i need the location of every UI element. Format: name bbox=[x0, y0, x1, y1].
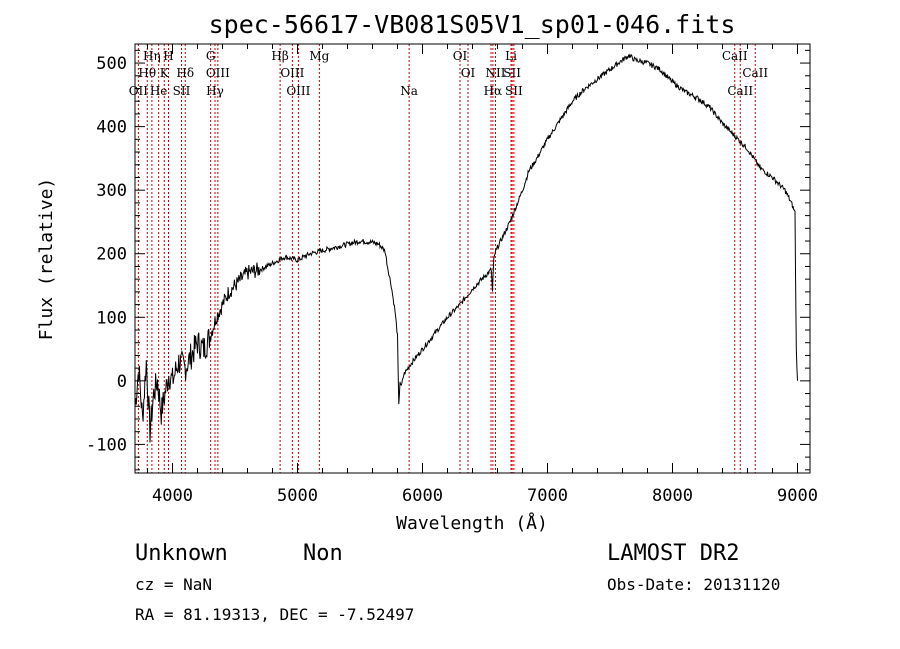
line-label: K bbox=[160, 66, 170, 80]
line-label: Hγ bbox=[206, 84, 224, 98]
y-tick-label: 400 bbox=[96, 118, 127, 138]
line-label: NII bbox=[486, 66, 506, 80]
line-label: SII bbox=[173, 84, 191, 98]
x-axis-label: Wavelength (Å) bbox=[396, 512, 548, 534]
coordinates: RA = 81.19313, DEC = -7.52497 bbox=[135, 605, 414, 624]
redshift-readout: cz = NaN bbox=[135, 575, 212, 594]
y-axis-label: Flux (relative) bbox=[36, 178, 57, 341]
line-label: Hβ bbox=[271, 49, 288, 63]
chart-title: spec-56617-VB081S05V1_sp01-046.fits bbox=[209, 10, 736, 39]
line-label: OI bbox=[453, 49, 468, 63]
line-label: CaII bbox=[727, 84, 753, 98]
y-tick-label: 200 bbox=[96, 245, 127, 265]
line-label: Li bbox=[505, 49, 517, 63]
line-label: Hα bbox=[484, 84, 503, 98]
object-subclass: Non bbox=[303, 541, 343, 566]
obs-date: Obs-Date: 20131120 bbox=[607, 575, 780, 594]
line-label: SII bbox=[505, 84, 523, 98]
line-label: SII bbox=[503, 66, 521, 80]
line-label: Hθ bbox=[138, 66, 156, 80]
x-tick-label: 4000 bbox=[152, 486, 193, 506]
y-axis-ticks: -100 0 100 200 300 400 500 bbox=[86, 49, 810, 471]
line-label: OI bbox=[461, 66, 476, 80]
line-label: OIII bbox=[280, 66, 304, 80]
line-label: He bbox=[150, 84, 168, 98]
survey-name: LAMOST DR2 bbox=[607, 541, 739, 566]
line-label: CaII bbox=[722, 49, 748, 63]
line-label: CaII bbox=[742, 66, 768, 80]
line-label: Na bbox=[400, 84, 418, 98]
line-label: H bbox=[163, 49, 173, 63]
line-label: OIII bbox=[206, 66, 230, 80]
x-tick-label: 5000 bbox=[277, 486, 318, 506]
plot-frame bbox=[134, 43, 811, 474]
y-tick-label: 100 bbox=[96, 308, 127, 328]
y-tick-label: 500 bbox=[96, 54, 127, 74]
line-label: Hδ bbox=[176, 66, 194, 80]
line-label: OII bbox=[129, 84, 149, 98]
line-label: G bbox=[206, 49, 216, 63]
x-axis-ticks: 4000 5000 6000 7000 8000 9000 bbox=[147, 44, 818, 506]
emission-line-markers bbox=[137, 44, 756, 473]
x-tick-label: 6000 bbox=[402, 486, 443, 506]
y-tick-label: 0 bbox=[117, 372, 127, 392]
y-tick-label: -100 bbox=[86, 435, 127, 455]
object-class: Unknown bbox=[135, 541, 228, 566]
x-tick-label: 8000 bbox=[652, 486, 693, 506]
spectrum-line bbox=[134, 53, 798, 443]
x-tick-label: 9000 bbox=[777, 486, 818, 506]
y-tick-label: 300 bbox=[96, 181, 127, 201]
line-label: Mg bbox=[309, 49, 329, 63]
line-label: OIII bbox=[286, 84, 310, 98]
x-tick-label: 7000 bbox=[527, 486, 568, 506]
line-label: Hη bbox=[143, 49, 161, 63]
